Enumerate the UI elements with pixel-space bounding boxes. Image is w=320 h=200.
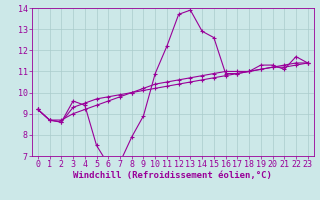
X-axis label: Windchill (Refroidissement éolien,°C): Windchill (Refroidissement éolien,°C) <box>73 171 272 180</box>
